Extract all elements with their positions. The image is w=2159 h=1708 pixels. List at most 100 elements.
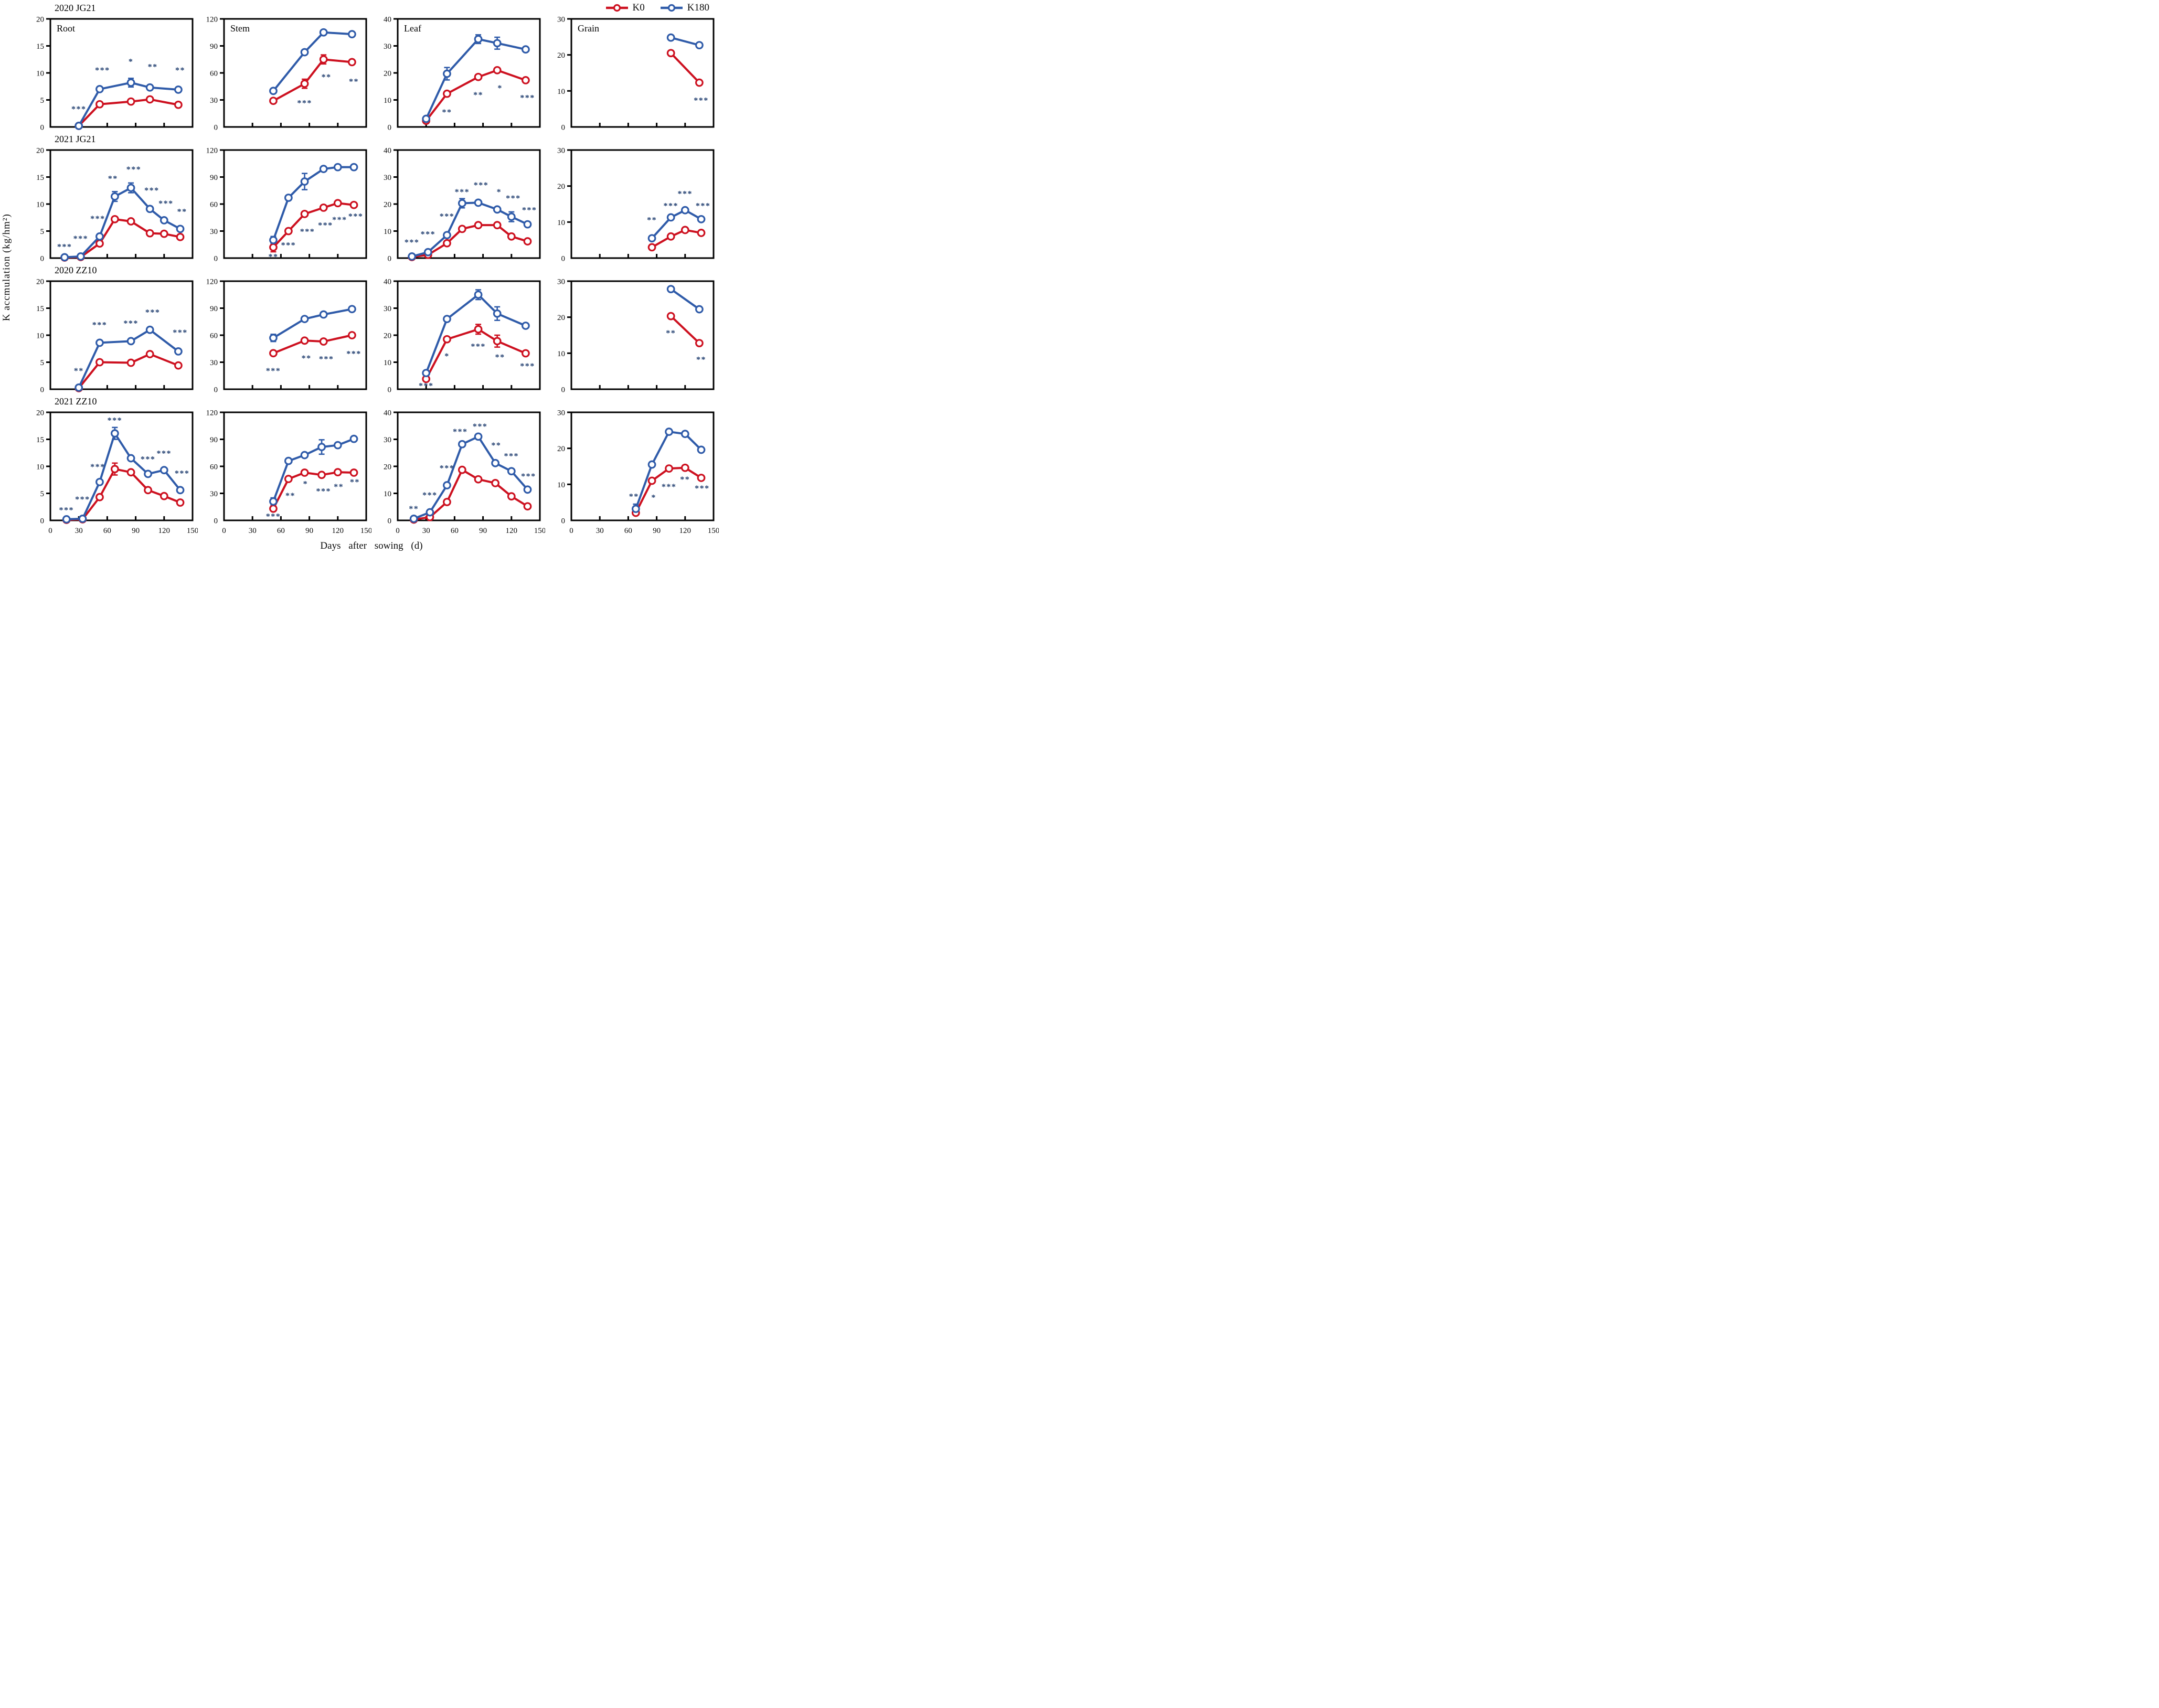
panel-2020-zz10-stem: 0 30 60 90 120 *** ** *** *** bbox=[198, 263, 371, 394]
panel-2020-jg21-stem: Stem 0 30 60 90 120 *** ** ** bbox=[198, 1, 371, 132]
data-point-k180 bbox=[126, 337, 135, 346]
data-point-k180 bbox=[269, 236, 278, 244]
data-point-k180 bbox=[666, 213, 675, 222]
data-point-k180 bbox=[647, 460, 656, 469]
data-point-k0 bbox=[269, 349, 278, 358]
significance-mark: *** bbox=[92, 321, 108, 329]
x-tick-label: 30 bbox=[422, 527, 430, 535]
data-point-k0 bbox=[349, 468, 358, 477]
y-tick-label: 10 bbox=[384, 490, 391, 498]
data-point-k180 bbox=[697, 445, 706, 454]
significance-mark: * bbox=[651, 493, 656, 502]
data-point-k180 bbox=[78, 515, 87, 523]
data-point-k180 bbox=[665, 428, 673, 436]
data-point-k180 bbox=[695, 305, 704, 314]
significance-mark: *** bbox=[59, 506, 74, 515]
data-point-k180 bbox=[443, 231, 451, 240]
data-point-k0 bbox=[333, 199, 342, 208]
data-point-k0 bbox=[474, 325, 483, 334]
x-tick-label: 150 bbox=[708, 527, 719, 535]
y-axis-label: K accmulation (kg/hm²) bbox=[1, 214, 12, 322]
y-tick-label: 30 bbox=[210, 97, 218, 105]
y-tick-label: 30 bbox=[384, 436, 391, 444]
data-point-k180 bbox=[426, 508, 434, 517]
data-point-k180 bbox=[75, 122, 83, 130]
data-point-k180 bbox=[300, 48, 309, 57]
panel-2020-jg21-grain-plot: 0 10 20 30 *** bbox=[557, 16, 715, 132]
y-tick-label: 0 bbox=[214, 386, 218, 394]
significance-mark: *** bbox=[297, 99, 312, 108]
data-point-k0 bbox=[665, 464, 673, 473]
legend-label-k180: K180 bbox=[687, 2, 709, 13]
y-tick-label: 60 bbox=[210, 463, 218, 472]
data-point-k0 bbox=[144, 486, 152, 495]
data-point-k0 bbox=[666, 312, 675, 321]
significance-mark: *** bbox=[319, 355, 334, 364]
significance-mark: *** bbox=[173, 328, 188, 337]
data-point-k180 bbox=[269, 497, 278, 506]
x-tick-label: 150 bbox=[534, 527, 545, 535]
panel-label: Stem bbox=[230, 23, 250, 34]
data-point-k180 bbox=[522, 322, 530, 330]
row-title: 2020 ZZ10 bbox=[55, 265, 97, 275]
significance-mark: *** bbox=[90, 463, 105, 472]
data-point-k180 bbox=[300, 451, 309, 460]
data-point-k180 bbox=[680, 206, 689, 215]
data-point-k0 bbox=[174, 100, 183, 109]
y-tick-label: 5 bbox=[40, 490, 45, 498]
significance-mark: *** bbox=[73, 234, 89, 243]
significance-mark: ** bbox=[350, 478, 360, 487]
data-point-k180 bbox=[126, 78, 135, 87]
data-point-k0 bbox=[666, 232, 675, 241]
significance-mark: ** bbox=[302, 354, 312, 363]
x-tick-label: 30 bbox=[75, 527, 83, 535]
significance-mark: *** bbox=[522, 206, 537, 215]
significance-mark: *** bbox=[696, 202, 711, 211]
y-tick-label: 0 bbox=[40, 517, 45, 526]
legend: K0 K180 bbox=[605, 2, 709, 14]
row-title bbox=[371, 1, 545, 15]
significance-mark: ** bbox=[680, 475, 690, 484]
data-point-k180 bbox=[666, 285, 675, 294]
x-tick-label: 60 bbox=[451, 527, 459, 535]
data-point-k0 bbox=[523, 237, 532, 245]
data-point-k0 bbox=[300, 468, 309, 477]
data-point-k180 bbox=[422, 114, 431, 123]
data-point-k180 bbox=[317, 443, 326, 451]
significance-mark: *** bbox=[662, 483, 677, 492]
y-tick-label: 0 bbox=[40, 124, 45, 132]
y-tick-label: 10 bbox=[36, 332, 44, 340]
y-tick-label: 20 bbox=[36, 409, 44, 418]
data-point-k180 bbox=[319, 28, 328, 37]
y-tick-label: 15 bbox=[36, 42, 44, 51]
data-point-k0 bbox=[110, 215, 119, 223]
panel-grid: 2020 JG21 Root 0 5 10 15 20 *** *** * ** ** Stem … bbox=[24, 0, 720, 540]
y-tick-label: 10 bbox=[36, 70, 44, 78]
panel-2020-jg21-root: 2020 JG21 Root 0 5 10 15 20 *** *** * ** ** bbox=[24, 1, 198, 132]
y-tick-label: 20 bbox=[557, 445, 565, 453]
data-point-k180 bbox=[348, 305, 356, 314]
data-point-k180 bbox=[284, 456, 293, 465]
y-tick-label: 30 bbox=[384, 174, 391, 182]
data-point-k0 bbox=[159, 492, 168, 500]
significance-mark: *** bbox=[95, 66, 110, 75]
data-point-k180 bbox=[443, 481, 451, 489]
y-tick-label: 30 bbox=[210, 228, 218, 236]
data-point-k0 bbox=[95, 100, 104, 109]
data-point-k0 bbox=[522, 349, 530, 358]
data-point-k180 bbox=[126, 454, 135, 463]
data-point-k180 bbox=[110, 429, 119, 438]
data-point-k180 bbox=[159, 466, 168, 475]
data-point-k180 bbox=[491, 458, 499, 467]
data-point-k180 bbox=[666, 33, 675, 42]
data-point-k0 bbox=[493, 66, 502, 74]
significance-mark: *** bbox=[520, 362, 535, 371]
data-point-k180 bbox=[474, 432, 483, 441]
data-point-k0 bbox=[95, 239, 104, 248]
significance-mark: *** bbox=[316, 487, 331, 496]
